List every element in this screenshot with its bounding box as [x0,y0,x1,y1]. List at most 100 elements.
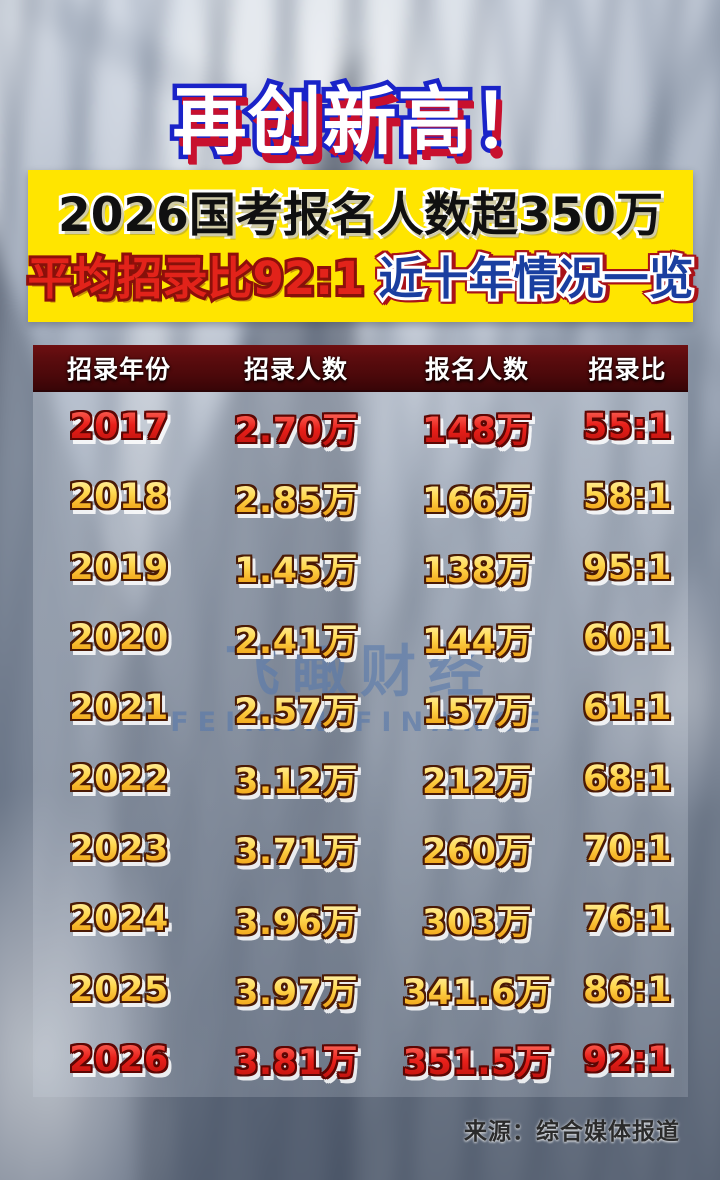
cell-applicants: 166万 [387,472,567,523]
value-applicants: 157万 [421,691,533,732]
cell-applicants: 260万 [387,823,567,874]
value-hired: 3.12万 [234,762,358,803]
value-applicants: 144万 [421,621,533,662]
value-ratio: 60:1 [582,618,673,659]
cell-year: 2023 [33,829,205,869]
cell-ratio: 92:1 [567,1040,688,1080]
cell-hired: 2.85万 [205,472,387,523]
value-applicants: 303万 [421,902,533,943]
value-ratio: 61:1 [582,688,673,729]
banner-main-line: 2026国考报名人数超350万 [55,185,666,246]
cell-year: 2018 [33,477,205,517]
cell-hired: 3.12万 [205,753,387,804]
cell-year: 2017 [33,407,205,447]
value-ratio: 92:1 [582,1039,673,1080]
cell-ratio: 95:1 [567,548,688,588]
cell-year: 2020 [33,618,205,658]
cell-applicants: 157万 [387,683,567,734]
cell-hired: 2.57万 [205,683,387,734]
table-row: 2023 3.71万 260万 70:1 [33,814,688,884]
value-applicants: 351.5万 [402,1043,552,1084]
cell-ratio: 76:1 [567,899,688,939]
banner-sub-line: 平均招录比92:1 近十年情况一览 [25,242,697,308]
cell-year: 2021 [33,688,205,728]
cell-ratio: 60:1 [567,618,688,658]
value-applicants: 212万 [421,762,533,803]
source-note: 来源：综合媒体报道 [464,1119,680,1145]
column-header-ratio: 招录比 [588,354,667,384]
table-row: 2026 3.81万 351.5万 92:1 [33,1025,688,1095]
cell-ratio: 58:1 [567,477,688,517]
value-year: 2018 [69,477,169,518]
value-year: 2026 [69,1039,169,1080]
cell-ratio: 68:1 [567,759,688,799]
cell-applicants: 138万 [387,542,567,593]
cell-ratio: 61:1 [567,688,688,728]
table-row: 2017 2.70万 148万 55:1 [33,392,688,462]
table-row: 2019 1.45万 138万 95:1 [33,533,688,603]
cell-hired: 3.96万 [205,894,387,945]
value-year: 2022 [69,758,169,799]
value-applicants: 260万 [421,832,533,873]
cell-hired: 3.97万 [205,964,387,1015]
table-row: 2021 2.57万 157万 61:1 [33,673,688,743]
cell-ratio: 86:1 [567,970,688,1010]
value-ratio: 95:1 [582,547,673,588]
cell-applicants: 351.5万 [387,1034,567,1085]
value-hired: 2.70万 [234,410,358,451]
cell-year: 2024 [33,899,205,939]
table-row: 2020 2.41万 144万 60:1 [33,603,688,673]
value-applicants: 166万 [421,480,533,521]
value-ratio: 58:1 [582,477,673,518]
value-year: 2025 [69,969,169,1010]
value-applicants: 341.6万 [402,973,552,1014]
column-header-year: 招录年份 [66,354,171,384]
cell-year: 2026 [33,1040,205,1080]
table-row: 2025 3.97万 341.6万 86:1 [33,954,688,1024]
cell-applicants: 341.6万 [387,964,567,1015]
cell-hired: 2.70万 [205,402,387,453]
cell-year: 2025 [33,970,205,1010]
value-hired: 3.81万 [234,1043,358,1084]
column-header-applicants: 报名人数 [424,354,529,384]
cell-ratio: 70:1 [567,829,688,869]
banner-overview-text: 近十年情况一览 [375,249,696,308]
table-body: 2017 2.70万 148万 55:1 2018 2.85万 166万 58:1 2019 1.… [33,392,688,1095]
table-panel [33,345,688,1097]
cell-applicants: 144万 [387,613,567,664]
value-year: 2021 [69,688,169,729]
table-row: 2018 2.85万 166万 58:1 [33,462,688,532]
value-hired: 3.71万 [234,832,358,873]
cell-year: 2019 [33,548,205,588]
value-hired: 2.57万 [234,691,358,732]
value-hired: 3.97万 [234,973,358,1014]
table-header-row: 招录年份 招录人数 报名人数 招录比 [33,345,688,392]
cell-hired: 3.71万 [205,823,387,874]
value-ratio: 55:1 [582,407,673,448]
value-year: 2020 [69,618,169,659]
value-year: 2023 [69,828,169,869]
value-year: 2019 [69,547,169,588]
cell-ratio: 55:1 [567,407,688,447]
value-applicants: 148万 [421,410,533,451]
value-hired: 3.96万 [234,902,358,943]
value-hired: 2.85万 [234,480,358,521]
value-year: 2024 [69,899,169,940]
value-ratio: 70:1 [582,828,673,869]
cell-year: 2022 [33,759,205,799]
yellow-banner: 2026国考报名人数超350万 平均招录比92:1 近十年情况一览 [25,170,697,322]
value-ratio: 76:1 [582,899,673,940]
cell-applicants: 212万 [387,753,567,804]
value-hired: 1.45万 [234,551,358,592]
banner-ratio-text: 平均招录比92:1 [25,249,368,308]
cell-hired: 2.41万 [205,613,387,664]
column-header-hired: 招录人数 [243,354,348,384]
value-hired: 2.41万 [234,621,358,662]
table-row: 2024 3.96万 303万 76:1 [33,884,688,954]
table-row: 2022 3.12万 212万 68:1 [33,743,688,813]
cell-hired: 1.45万 [205,542,387,593]
page-title: 再创新高！ [168,75,551,170]
cell-applicants: 303万 [387,894,567,945]
value-ratio: 86:1 [582,969,673,1010]
value-ratio: 68:1 [582,758,673,799]
